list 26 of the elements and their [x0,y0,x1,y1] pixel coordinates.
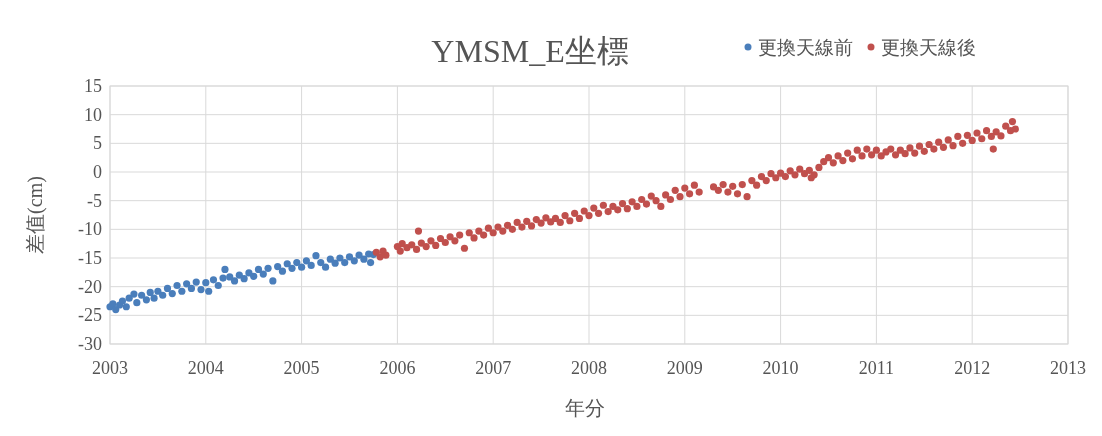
x-tick-label: 2007 [475,358,512,378]
y-tick-label: 5 [93,133,102,154]
x-tick-label: 2005 [283,358,320,378]
y-tick-label: -20 [78,276,102,297]
y-tick-label: 10 [84,104,102,125]
x-tick-label: 2006 [379,358,416,378]
x-tick-label: 2008 [571,358,607,378]
x-tick-label: 2003 [92,358,128,378]
x-tick-label: 2010 [762,358,799,378]
y-axis-title: 差值(cm) [24,176,47,254]
y-tick-label: -30 [78,334,102,354]
x-axis-title: 年分 [565,397,605,419]
y-tick-label: -10 [78,219,102,240]
x-tick-label: 2012 [954,358,991,378]
y-tick-label: -15 [78,248,102,268]
y-tick-label: 0 [93,162,102,182]
chart-title: YMSM_E坐標 [431,33,629,69]
y-tick-label: 15 [84,76,102,96]
legend-label: 更換天線前 [758,37,853,58]
x-tick-label: 2013 [1050,358,1086,378]
x-tick-label: 2011 [858,358,895,378]
x-tick-label: 2009 [666,358,703,378]
x-tick-label: 2004 [187,358,224,378]
y-tick-label: -25 [78,305,102,326]
y-tick-label: -5 [87,190,102,211]
legend-label: 更換天線後 [881,37,976,58]
